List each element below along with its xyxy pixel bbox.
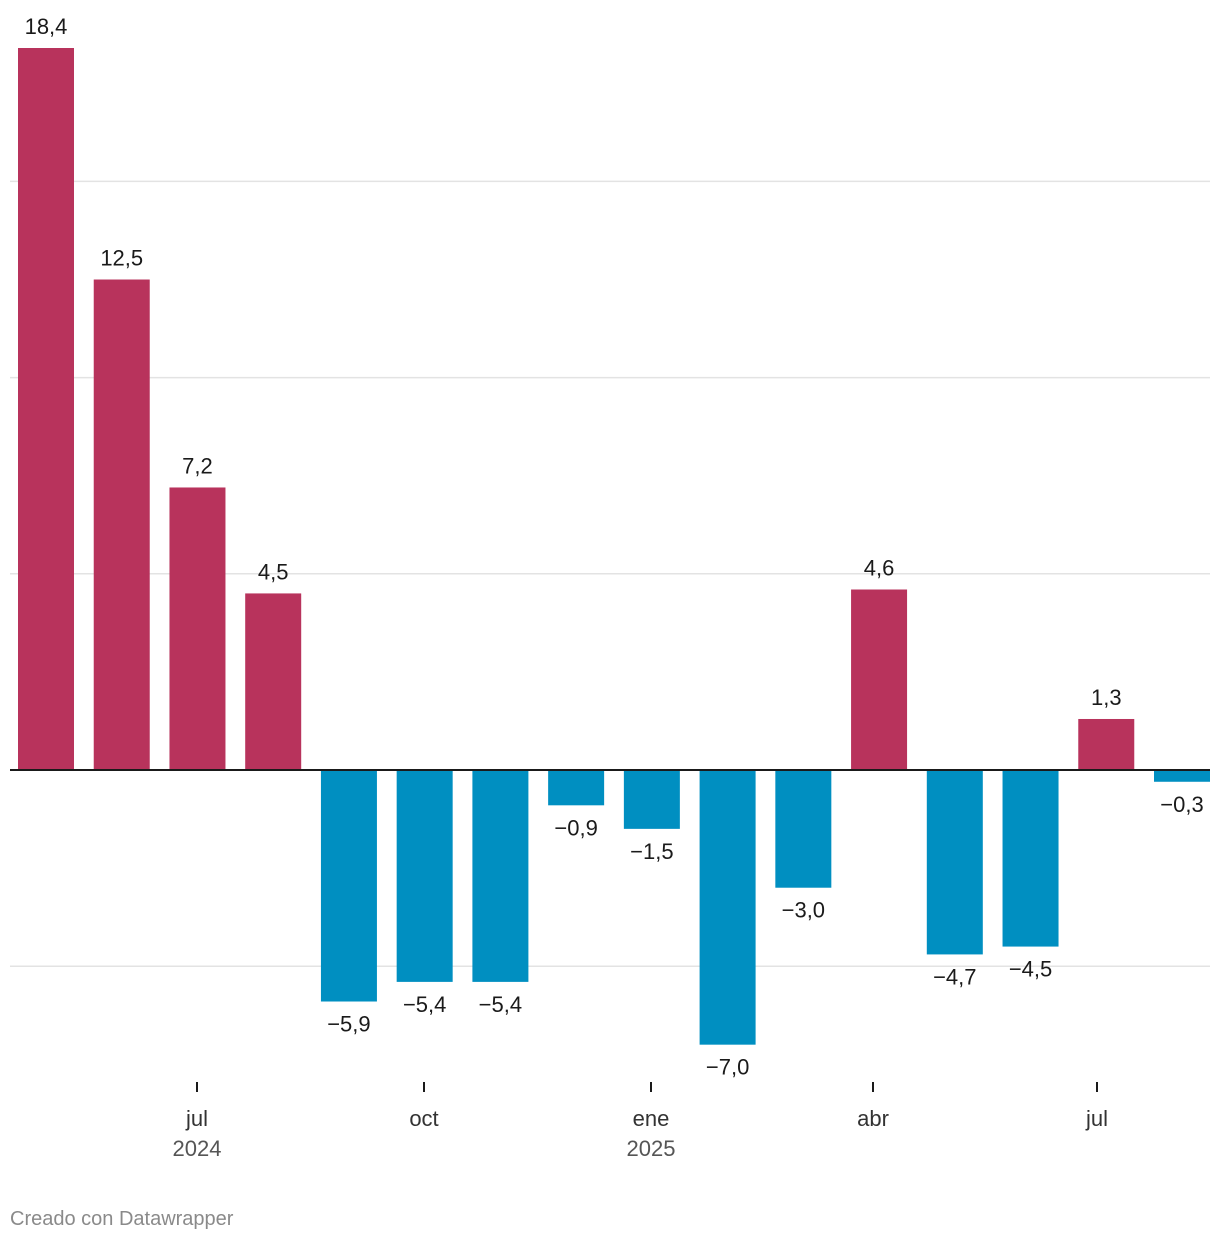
x-tick-year: 2025 [627,1136,676,1161]
bar [1078,718,1135,770]
bar [396,770,453,982]
bar [548,770,605,806]
bar [320,770,377,1002]
data-label: −3,0 [782,898,825,923]
bar [699,770,756,1045]
bar [245,593,302,770]
bar [472,770,529,982]
bar [169,487,226,770]
x-tick-label: oct [409,1106,438,1131]
bar [93,279,150,770]
data-label: −7,0 [706,1055,749,1080]
data-label: −5,9 [327,1012,370,1037]
data-label: 7,2 [182,453,213,478]
bar [775,770,832,888]
x-tick-label: jul [1085,1106,1108,1131]
data-label: 4,6 [864,556,895,581]
bar-chart: 18,4 12,5 7,2 4,5 −5,9 −5,4 −5,4 −0,9 −1,5 −7,0 −3… [10,14,1210,1161]
x-tick-label: jul [185,1106,208,1131]
data-label: −5,4 [479,992,522,1017]
data-label: 12,5 [100,246,143,271]
x-tick-label: ene [633,1106,670,1131]
bar [926,770,983,955]
data-label: −4,5 [1009,957,1052,982]
credit-text[interactable]: Creado con Datawrapper [10,1208,234,1230]
bar [851,589,908,770]
data-label: −0,9 [554,815,597,840]
data-label: −0,3 [1160,792,1203,817]
bar [1002,770,1059,947]
x-tick-label: abr [857,1106,889,1131]
data-label: 1,3 [1091,685,1122,710]
data-label: 4,5 [258,559,289,584]
data-label: −1,5 [630,839,673,864]
data-label: −5,4 [403,992,446,1017]
bar [18,48,74,770]
data-label: 18,4 [25,14,68,39]
x-tick-year: 2024 [173,1136,222,1161]
bar [623,770,680,829]
data-label: −4,7 [933,964,976,989]
bar [1154,770,1210,782]
